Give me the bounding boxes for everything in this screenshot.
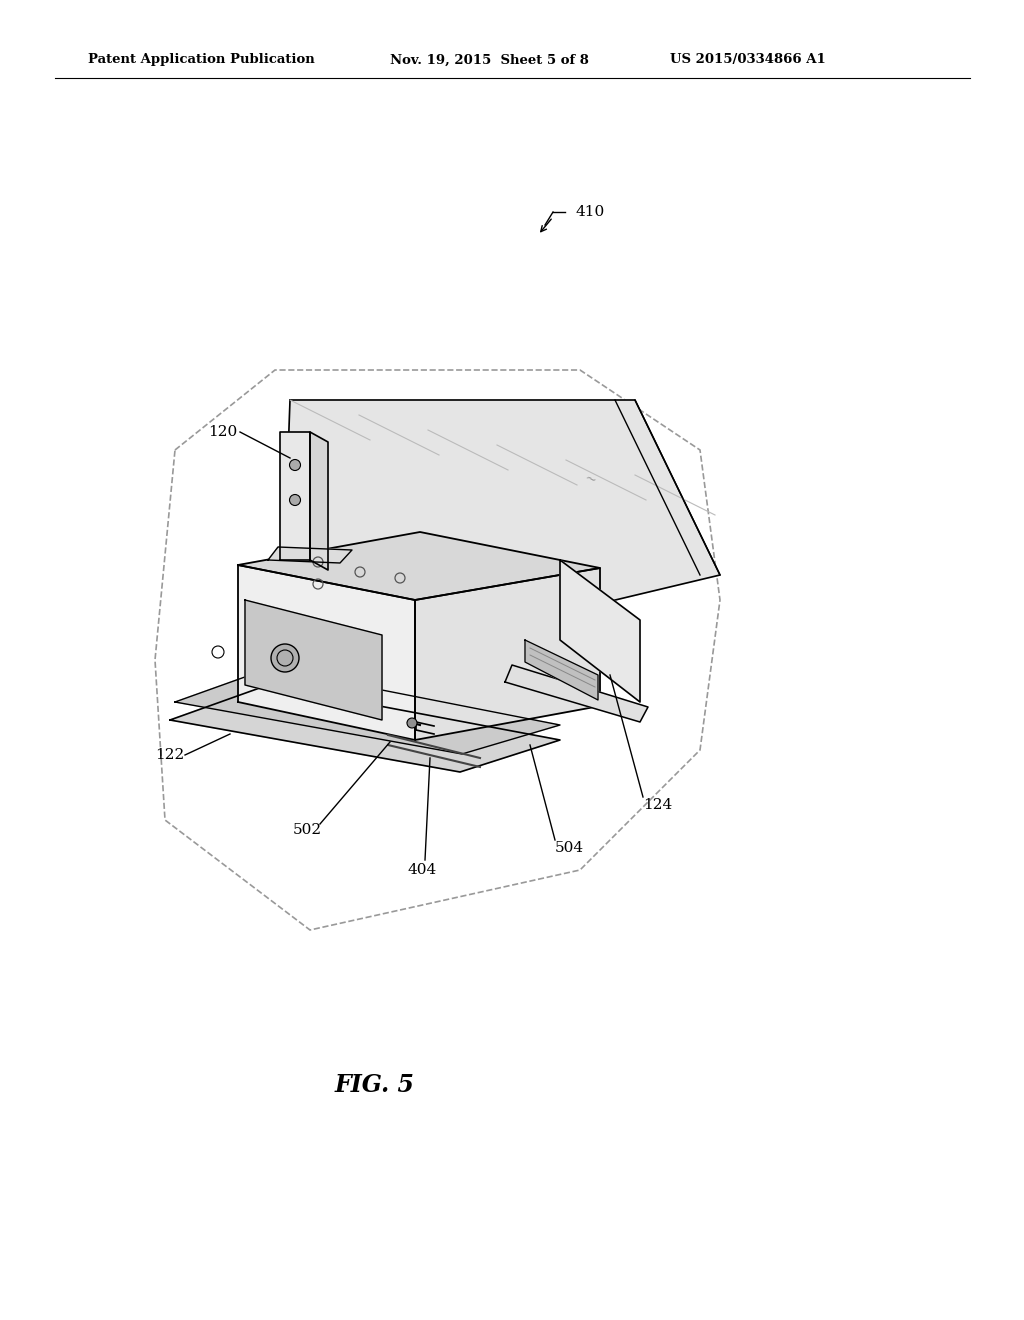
Text: 124: 124 — [643, 799, 672, 812]
Circle shape — [407, 718, 417, 729]
Polygon shape — [175, 668, 560, 754]
Polygon shape — [505, 665, 648, 722]
Text: 122: 122 — [155, 748, 184, 762]
Polygon shape — [245, 601, 382, 719]
Text: US 2015/0334866 A1: US 2015/0334866 A1 — [670, 54, 825, 66]
Polygon shape — [560, 560, 640, 702]
Polygon shape — [268, 546, 352, 564]
Polygon shape — [170, 685, 560, 772]
Text: ~: ~ — [582, 471, 598, 488]
Text: 120: 120 — [208, 425, 238, 440]
Polygon shape — [280, 432, 310, 560]
Text: FIG. 5: FIG. 5 — [335, 1073, 415, 1097]
Polygon shape — [525, 640, 598, 700]
Circle shape — [290, 495, 300, 506]
Polygon shape — [310, 432, 328, 570]
Text: Nov. 19, 2015  Sheet 5 of 8: Nov. 19, 2015 Sheet 5 of 8 — [390, 54, 589, 66]
Text: 404: 404 — [408, 863, 437, 876]
Polygon shape — [415, 568, 600, 741]
Text: Patent Application Publication: Patent Application Publication — [88, 54, 314, 66]
Text: 410: 410 — [575, 205, 604, 219]
Text: 502: 502 — [293, 822, 323, 837]
Polygon shape — [238, 565, 415, 741]
Circle shape — [271, 644, 299, 672]
Polygon shape — [238, 532, 600, 601]
Polygon shape — [280, 400, 720, 680]
Circle shape — [290, 459, 300, 470]
Text: 504: 504 — [555, 841, 584, 855]
